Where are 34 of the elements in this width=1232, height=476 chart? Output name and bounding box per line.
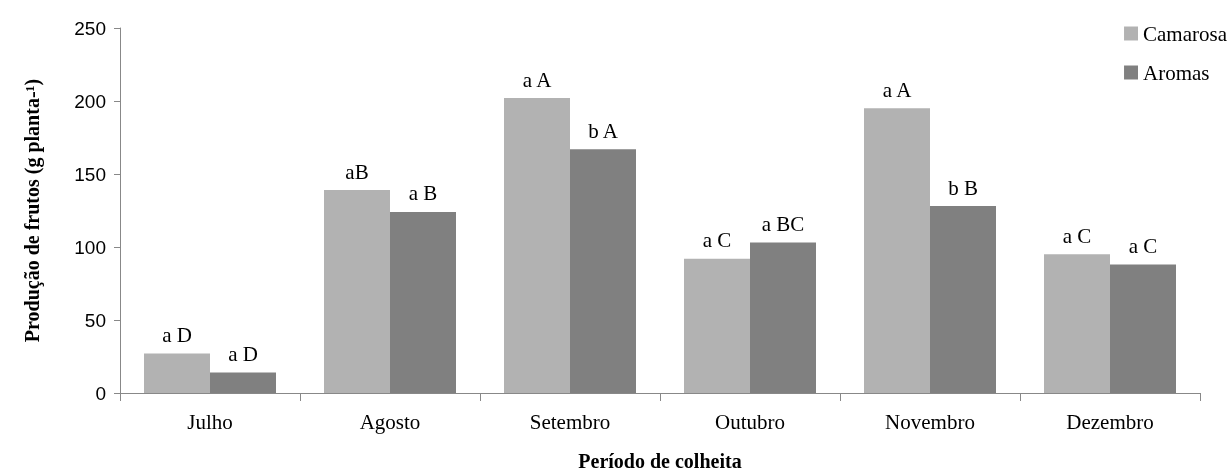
data-label: b B (948, 175, 978, 200)
y-tick-label: 200 (74, 90, 106, 112)
x-tick-label: Agosto (359, 409, 421, 434)
data-label: a A (522, 67, 553, 92)
bar (684, 258, 750, 393)
y-tick-label: 50 (84, 309, 106, 331)
bar (324, 190, 390, 393)
data-label: a D (162, 323, 192, 348)
data-label: a BC (761, 212, 805, 237)
data-label: a C (1128, 234, 1158, 259)
y-tick-label: 100 (74, 236, 106, 258)
data-label: a A (882, 77, 913, 102)
data-label: b A (588, 118, 619, 143)
data-label: aB (345, 159, 369, 184)
x-tick-label: Dezembro (1066, 409, 1154, 434)
bar (144, 353, 210, 393)
x-tick-label: Novembro (885, 409, 975, 434)
y-tick-label: 0 (95, 382, 106, 404)
data-label: a C (702, 228, 732, 253)
x-tick-label: Setembro (529, 409, 611, 434)
data-label: a B (408, 181, 438, 206)
data-label: a C (1062, 223, 1092, 248)
data-label: a D (228, 342, 258, 367)
x-tick-label: Julho (187, 409, 233, 434)
x-axis-title: Período de colheita (578, 450, 742, 472)
bar (864, 108, 930, 393)
bar (1044, 254, 1110, 393)
x-tick-label: Outubro (715, 409, 785, 434)
y-axis-title: Produção de frutos (g planta-¹) (21, 78, 44, 343)
legend-label: Camarosa (1143, 21, 1228, 46)
legend-label: Aromas (1143, 60, 1210, 85)
bar (504, 98, 570, 393)
y-tick-label: 250 (74, 17, 106, 39)
y-tick-label: 150 (74, 163, 106, 185)
